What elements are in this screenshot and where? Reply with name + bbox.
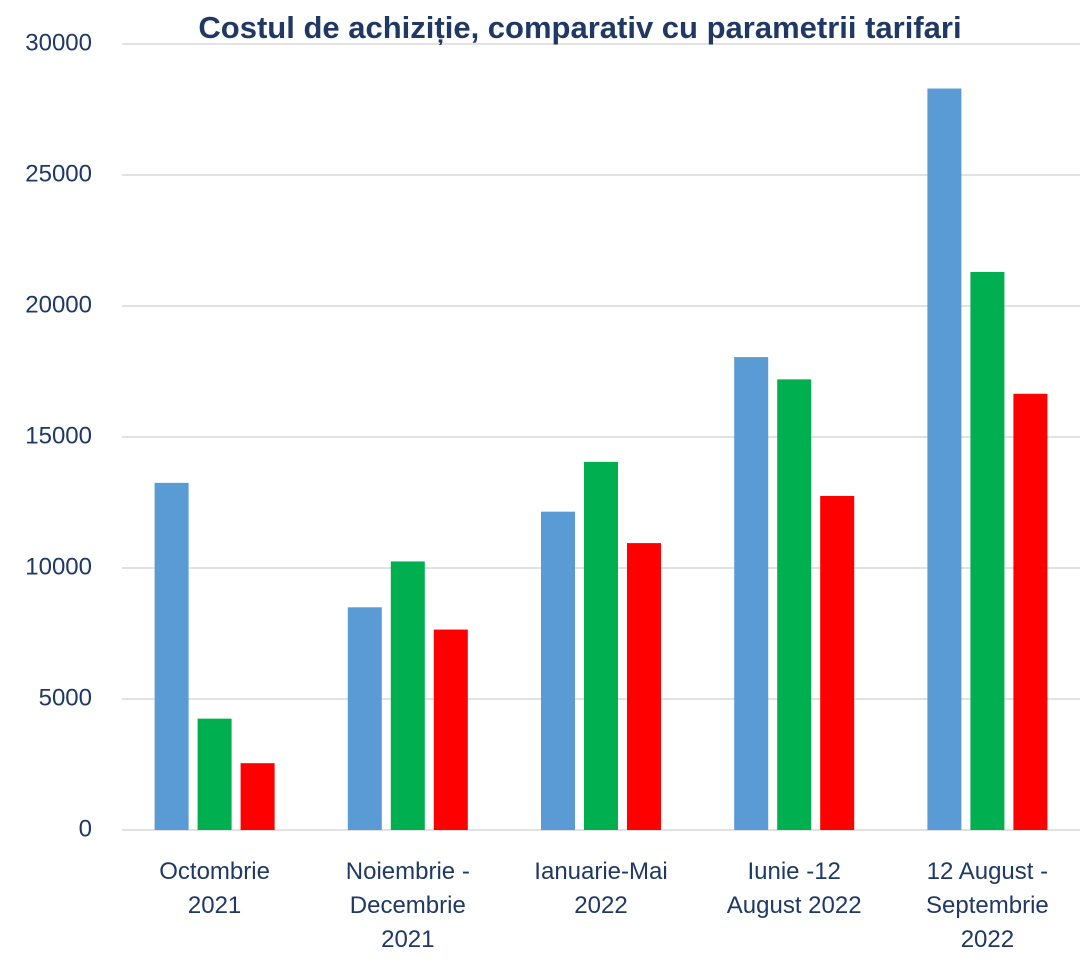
bar	[433, 629, 468, 830]
bar	[197, 718, 232, 830]
y-tick-label: 25000	[25, 160, 92, 187]
bar	[584, 461, 618, 830]
bar	[240, 763, 275, 830]
y-tick-label: 20000	[25, 291, 92, 318]
bar	[347, 607, 382, 830]
bar	[820, 495, 855, 830]
x-tick-label: Iunie -12 August 2022	[726, 858, 862, 919]
bar	[927, 88, 962, 831]
y-tick-label: 5000	[39, 684, 92, 711]
x-tick-label: Octombrie 2021	[159, 858, 270, 919]
bar	[541, 511, 575, 830]
y-tick-label: 15000	[25, 422, 92, 449]
bar	[390, 561, 425, 830]
y-tick-label: 0	[79, 815, 92, 842]
bar	[970, 271, 1005, 830]
y-tick-label: 30000	[25, 29, 92, 56]
x-tick-label: Ianuarie-Mai 2022	[534, 858, 668, 919]
bar	[154, 482, 189, 830]
y-tick-label: 10000	[25, 553, 92, 580]
bar	[734, 357, 769, 830]
bar	[627, 543, 661, 830]
x-tick-label: Noiembrie - Decembrie 2021	[345, 858, 470, 953]
x-tick-label: 12 August - Septembrie 2022	[926, 858, 1049, 953]
bar	[1013, 393, 1048, 830]
bar	[777, 379, 812, 830]
chart-title: Costul de achiziție, comparativ cu param…	[198, 10, 962, 45]
